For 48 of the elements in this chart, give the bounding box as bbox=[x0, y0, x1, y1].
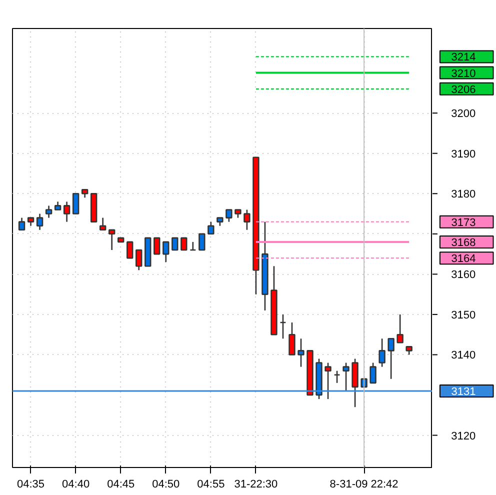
candlestick bbox=[45, 205, 52, 218]
candlestick bbox=[208, 221, 214, 235]
candlestick bbox=[18, 217, 26, 231]
x-tick-label: 8-31-09 22:42 bbox=[330, 478, 398, 490]
candlestick bbox=[298, 338, 304, 368]
x-tick-label: 04:40 bbox=[62, 478, 90, 490]
candlestick bbox=[108, 229, 116, 251]
y-tick-label: 3120 bbox=[451, 430, 476, 442]
candlestick bbox=[370, 362, 376, 384]
candlestick bbox=[334, 370, 340, 384]
y-tick-label: 3206 bbox=[451, 84, 476, 96]
y-tick-label: 3173 bbox=[451, 216, 476, 229]
candlestick bbox=[280, 314, 286, 340]
y-tick-label: 3168 bbox=[451, 236, 476, 249]
y-tick-label: 3131 bbox=[451, 386, 476, 398]
candlestick bbox=[136, 249, 142, 271]
x-tick-label: 04:45 bbox=[107, 478, 135, 490]
candlestick bbox=[388, 338, 394, 380]
y-tick-label: 3180 bbox=[451, 188, 476, 201]
candlestick bbox=[126, 241, 134, 259]
y-tick-label: 3210 bbox=[451, 68, 476, 80]
candlestick bbox=[396, 314, 404, 344]
x-tick-label: 04:55 bbox=[197, 478, 225, 490]
candlestick bbox=[154, 237, 160, 255]
candlestick bbox=[324, 362, 332, 400]
candlestick bbox=[244, 209, 250, 231]
candlestick bbox=[226, 209, 232, 222]
y-tick-label: 3214 bbox=[451, 52, 476, 64]
candlestick bbox=[63, 201, 70, 222]
candlestick bbox=[72, 192, 80, 214]
y-tick-label: 3200 bbox=[451, 108, 476, 120]
candlestick bbox=[162, 241, 170, 263]
candlestick bbox=[172, 237, 178, 251]
candlestick bbox=[342, 362, 350, 392]
candlestick bbox=[288, 322, 296, 356]
y-tick-label: 3150 bbox=[451, 309, 476, 322]
x-tick-label: 04:35 bbox=[17, 478, 45, 490]
x-tick-label: 31-22:30 bbox=[234, 478, 278, 490]
y-tick-label: 3160 bbox=[451, 269, 476, 282]
candlestick bbox=[36, 213, 44, 231]
x-tick-label: 04:50 bbox=[152, 478, 180, 490]
candlestick bbox=[180, 237, 188, 251]
candlestick bbox=[198, 233, 206, 251]
candlestick bbox=[99, 217, 106, 231]
y-tick-label: 3140 bbox=[451, 350, 476, 362]
y-tick-label: 3164 bbox=[451, 253, 476, 266]
candlestick bbox=[378, 338, 386, 368]
y-tick-label: 3190 bbox=[451, 148, 476, 160]
